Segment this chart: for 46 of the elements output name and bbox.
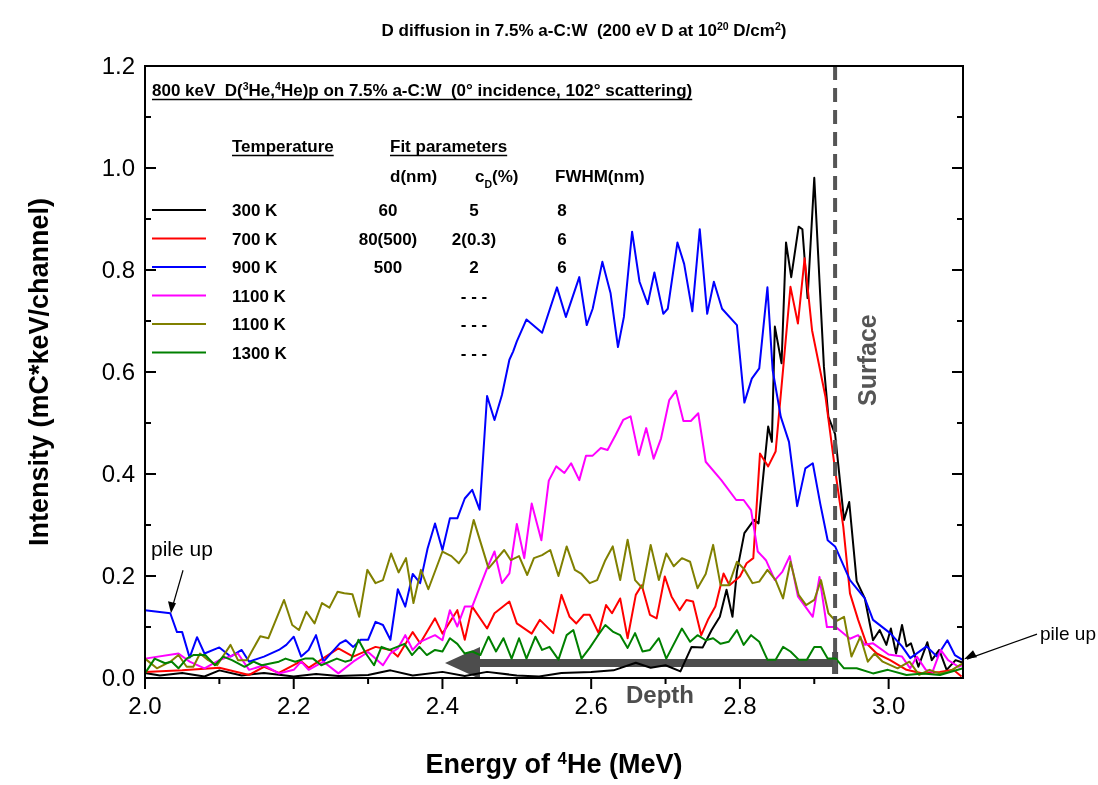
annotation: - - -	[460, 315, 488, 334]
y-tick-label: 0.0	[101, 664, 135, 691]
legend-label: 300 K	[232, 201, 279, 220]
annotation: 500	[373, 258, 403, 277]
line-series	[144, 518, 964, 676]
legend-label: 1100 K	[232, 286, 287, 306]
annotation: Temperature	[232, 137, 334, 156]
y-tick-label: 1.0	[101, 154, 135, 181]
legend-label: 1300 K	[232, 343, 288, 363]
x-tick-label: 2.2	[277, 692, 311, 719]
line-series	[144, 623, 964, 676]
y-tick-label: 0.8	[101, 256, 135, 283]
annotation: 60	[378, 201, 398, 220]
annotation: c$_{D}$(%)	[475, 167, 519, 190]
ref-line-label: Surface	[853, 314, 882, 406]
y-tick-label: 0.4	[101, 460, 135, 487]
y-axis-title: Intensity (mC*keV/channel)	[24, 197, 54, 547]
x-tick-label: 2.4	[425, 692, 460, 719]
annotation: d(nm)	[390, 167, 438, 186]
annotation: 8	[557, 201, 567, 220]
y-tick-label: 1.2	[101, 52, 135, 79]
annotation: - - -	[460, 343, 488, 363]
annotation: - - -	[460, 286, 488, 306]
annotation: 80(500)	[358, 229, 418, 249]
chart-title: D diffusion in 7.5% a-C:W (200 eV D at 10$^{20}$ D/cm$^{2}$)	[381, 20, 787, 40]
annotation: 2(0.3)	[451, 229, 497, 249]
annotation: 6	[557, 229, 567, 249]
annotation: 2	[469, 258, 479, 277]
x-tick-label: 3.0	[871, 692, 906, 719]
annotation: 6	[557, 258, 567, 277]
x-axis-title: Energy of $^{4}$He (MeV)	[425, 748, 683, 779]
annotation: FWHM(nm)	[555, 167, 645, 186]
y-tick-label: 0.6	[101, 358, 135, 385]
legend-label: 900 K	[232, 258, 279, 277]
annotation: Fit parameters	[390, 137, 508, 156]
legend-label: 1100 K	[232, 315, 287, 334]
annotation: 5	[469, 201, 479, 220]
x-tick-label: 2.0	[128, 692, 162, 719]
legend-label: 700 K	[232, 229, 279, 249]
x-tick-label: 2.8	[723, 692, 757, 719]
annotation: pile up	[1040, 623, 1096, 645]
y-tick-label: 0.2	[101, 562, 135, 589]
annotation: pile up	[151, 537, 213, 561]
annotation: 800 keV D($^{3}$He,$^{4}$He)p on 7.5% a-C:W (0° incidence, 102° scattering)	[152, 80, 693, 100]
x-tick-label: 2.6	[574, 692, 608, 719]
text: Depth	[626, 681, 694, 708]
